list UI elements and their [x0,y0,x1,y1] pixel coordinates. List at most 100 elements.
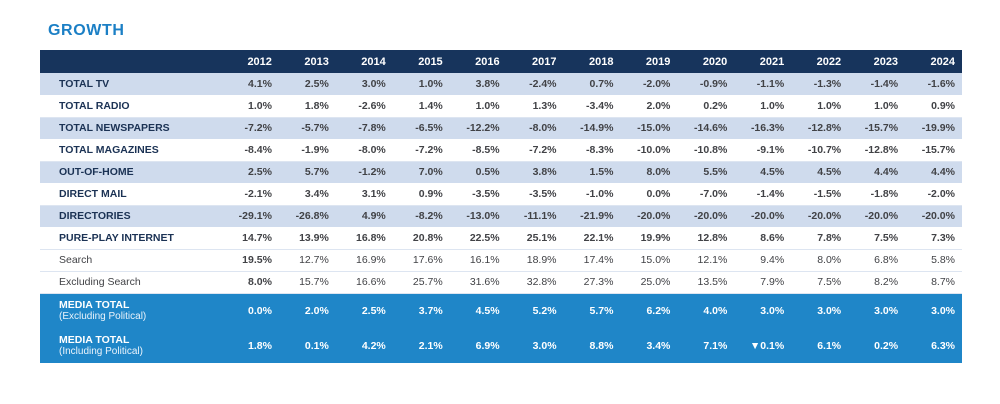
cell-value: 1.5% [589,166,614,179]
row-label-text: MEDIA TOTAL [59,298,130,311]
cell-value: 1.4% [418,99,443,112]
cell-value: 1.0% [247,99,272,112]
cell-value: 14.7% [242,231,272,244]
cell-value: -13.0% [466,210,500,223]
cell-value: 3.0% [817,304,842,317]
cell-value: 0.0% [646,187,671,200]
cell-value: 22.1% [583,231,614,244]
row-label: Excluding Search [40,271,222,293]
cell-value: 8.8% [589,339,614,352]
cell-value: 9.4% [760,254,785,266]
cell-value: 16.6% [355,276,386,288]
cell-value: 3.8% [475,78,500,90]
cell-value: 27.3% [583,276,614,288]
table-row: OUT-OF-HOME 2.5% 5.7% -1.2% 7.0% 0.5% 3.8% 1.5%… [40,161,962,183]
cell-value: -10.7% [807,143,842,156]
table-row: TOTAL MAGAZINES -8.4% -1.9% -8.0% -7.2% -8.5%… [40,139,962,161]
cell-value: -15.7% [864,122,899,135]
corner-header [40,50,222,73]
table-header-row: 2012 2013 2014 2015 2016 2017 2018 2019 2020 2021… [40,50,962,73]
cell-value: 4.0% [703,304,728,317]
cell-value: 19.5% [242,254,272,266]
row-label: OUT-OF-HOME [40,161,222,183]
cell-value: 4.9% [361,210,386,223]
cell-value: 19.9% [640,231,671,244]
cell-value: 1.8% [247,339,272,352]
row-label-text: TOTAL NEWSPAPERS [59,122,170,135]
cell-value: -12.8% [807,122,842,135]
cell-value: -8.4% [244,143,272,156]
cell-value: 8.0% [817,254,842,266]
cell-value: 0.0% [247,304,272,317]
cell-value: 32.8% [526,276,557,288]
cell-value: 16.1% [469,254,500,266]
row-sublabel: (Including Political) [59,345,143,357]
cell-value: -1.3% [813,78,842,90]
cell-value: 16.9% [355,254,386,266]
cell-value: 3.4% [304,187,329,200]
cell-value: -1.1% [756,78,785,90]
year-header: 2019 [620,50,678,73]
cell-value: 1.3% [532,99,557,112]
year-header: 2018 [563,50,621,73]
cell-value: 18.9% [526,254,557,266]
cell-value: -8.5% [472,143,500,156]
cell-value: 0.9% [931,99,955,112]
cell-value: 5.7% [589,304,614,317]
row-sublabel: (Excluding Political) [59,310,147,322]
cell-value: -3.5% [472,187,500,200]
cell-value: -21.9% [580,210,614,223]
cell-value: -14.6% [694,122,728,135]
cell-value: -1.4% [870,78,899,90]
row-label: PURE-PLAY INTERNET [40,227,222,249]
cell-value: -29.1% [238,210,272,223]
row-label: TOTAL TV [40,73,222,95]
cell-value: -20.0% [750,210,785,223]
cell-value: 2.1% [418,339,443,352]
cell-value: 4.5% [817,166,842,179]
cell-value: -1.2% [358,166,386,179]
cell-value: -0.9% [699,78,728,90]
cell-value: 3.0% [874,304,899,317]
year-header: 2020 [677,50,735,73]
row-label-text: TOTAL RADIO [59,99,130,112]
cell-value: -1.8% [870,187,899,200]
cell-value: -11.1% [523,210,557,223]
cell-value: -16.3% [750,122,785,135]
year-header: 2015 [392,50,450,73]
cell-value: 16.8% [355,231,386,244]
cell-value: -1.0% [586,187,614,200]
cell-value: 3.0% [532,339,557,352]
row-label: DIRECT MAIL [40,183,222,205]
row-label: MEDIA TOTAL (Excluding Political) [40,293,222,328]
cell-value: -12.2% [466,122,500,135]
cell-value: -2.0% [642,78,671,90]
row-label: Search [40,249,222,271]
cell-value: 3.0% [760,304,785,317]
cell-value: 5.7% [304,166,329,179]
cell-value: 8.2% [874,276,899,288]
cell-value: -2.4% [529,78,557,90]
cell-value: 13.9% [299,231,329,244]
cell-value: -20.0% [807,210,842,223]
row-label-text: DIRECTORIES [59,210,131,223]
cell-value: -10.0% [637,143,671,156]
cell-value: 20.8% [412,231,443,244]
cell-value: 0.9% [418,187,443,200]
year-header: 2014 [335,50,393,73]
cell-value: 7.5% [817,276,842,288]
year-header: 2017 [506,50,564,73]
cell-value: -3.4% [586,99,614,112]
cell-value: 4.1% [247,78,272,90]
cell-value: 25.0% [640,276,671,288]
cell-value: 4.5% [475,304,500,317]
table-row: TOTAL TV 4.1% 2.5% 3.0% 1.0% 3.8% -2.4% 0.7% -2.… [40,73,962,95]
row-label-text: Search [59,254,93,266]
cell-value: -20.0% [864,210,899,223]
cell-value: -2.0% [927,187,955,200]
row-label: DIRECTORIES [40,205,222,227]
cell-value: 2.0% [646,99,671,112]
cell-value: 1.8% [304,99,329,112]
page-title: GROWTH [48,22,125,39]
cell-value: 7.0% [418,166,443,179]
